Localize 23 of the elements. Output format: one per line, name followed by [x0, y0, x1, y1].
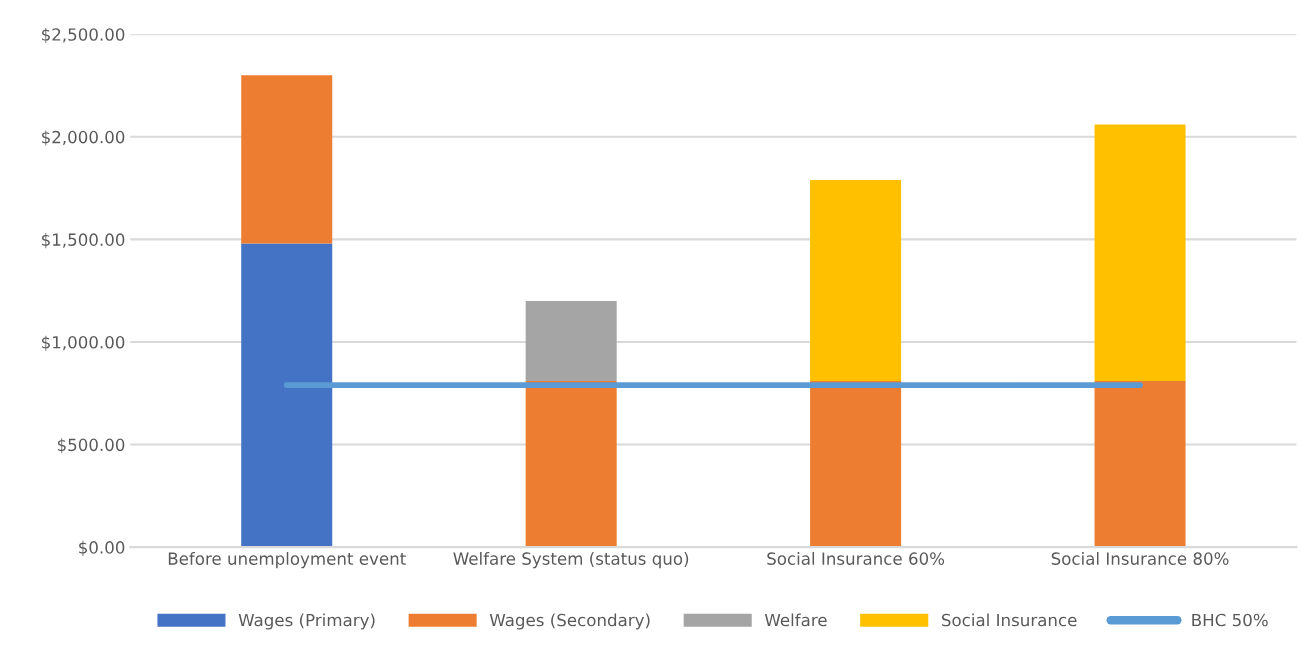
bar [1094, 124, 1186, 381]
y-tick-label: $2,500.00 [42, 27, 125, 44]
legend-label: Wages (Primary) [238, 613, 375, 630]
legend-label: Wages (Secondary) [489, 613, 650, 630]
x-tick-label: Social Insurance 60% [767, 552, 945, 565]
y-tick-label: $1,000.00 [42, 335, 125, 351]
bar [810, 380, 902, 548]
x-tick-label: Welfare System (status quo) [453, 552, 689, 569]
bar [810, 179, 902, 381]
x-tick-label: Before unemployment event [168, 552, 406, 569]
y-tick-label: $500.00 [57, 438, 125, 454]
legend-label: Welfare [764, 613, 827, 627]
legend-label: Social Insurance [942, 613, 1077, 627]
bar [241, 243, 333, 548]
legend-label: BHC 50% [1192, 613, 1268, 627]
bar [525, 300, 617, 381]
bar [241, 75, 333, 244]
y-tick-label: $1,500.00 [42, 233, 125, 249]
y-tick-label: $2,000.00 [42, 130, 125, 146]
x-tick-label: Social Insurance 80% [1051, 552, 1229, 565]
bar [1094, 380, 1186, 548]
y-tick-label: $0.00 [79, 540, 125, 556]
bar [525, 380, 617, 548]
